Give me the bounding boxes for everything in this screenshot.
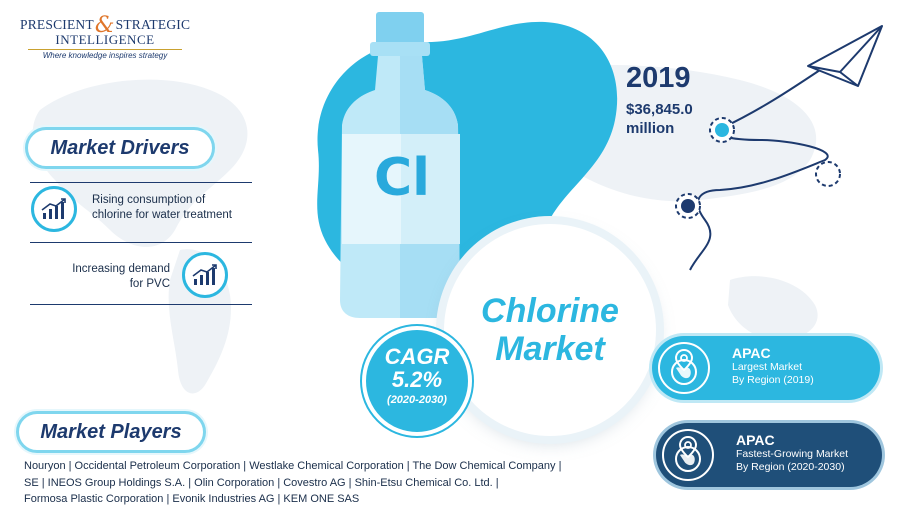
driver-item-1-line2: chlorine for water treatment — [92, 209, 232, 221]
market-size-year: 2019 — [626, 62, 691, 94]
driver-divider-top — [30, 182, 252, 183]
market-title: Chlorine Market — [450, 292, 650, 368]
region-card-largest-text: APAC Largest Market By Region (2019) — [732, 345, 814, 387]
company-logo: PRESCIENT&STRATEGIC INTELLIGENCE Where k… — [20, 10, 190, 60]
location-globe-icon — [658, 342, 710, 394]
market-players-heading: Market Players — [16, 411, 206, 453]
chlorine-symbol: Cl — [374, 148, 430, 208]
market-players-line-3: Formosa Plastic Corporation | Evonik Ind… — [24, 493, 360, 505]
market-drivers-label: Market Drivers — [50, 136, 190, 159]
market-title-line1: Chlorine — [481, 292, 619, 330]
region-card-largest-line1: Largest Market — [732, 361, 803, 373]
flight-path-line — [689, 69, 829, 271]
logo-word-intelligence: INTELLIGENCE — [55, 32, 155, 47]
region-card-largest: APAC Largest Market By Region (2019) — [652, 336, 880, 400]
driver-item-2-line2: for PVC — [129, 278, 170, 290]
market-size-amount: $36,845.0 — [626, 101, 693, 118]
location-globe-icon — [662, 429, 714, 481]
cagr-value: 5.2% — [391, 367, 443, 392]
logo-word-strategic: STRATEGIC — [115, 17, 191, 32]
path-marker-2 — [815, 161, 841, 187]
cagr-period: (2020-2030) — [387, 394, 447, 406]
market-size-unit: million — [626, 120, 675, 137]
driver-divider-bottom — [30, 304, 252, 305]
driver-item-1: Rising consumption of chlorine for water… — [92, 193, 232, 223]
region-card-fastest-title: APAC — [736, 432, 775, 448]
logo-word-prescient: PRESCIENT — [20, 17, 94, 32]
region-card-fastest-text: APAC Fastest-Growing Market By Region (2… — [736, 432, 848, 474]
driver-item-2: Increasing demand for PVC — [72, 262, 170, 292]
logo-ampersand: & — [94, 13, 115, 38]
paper-plane-icon — [807, 25, 883, 87]
driver-item-1-line1: Rising consumption of — [92, 194, 206, 206]
bottle-icon — [340, 12, 460, 318]
region-card-largest-title: APAC — [732, 345, 771, 361]
growth-chart-icon — [182, 252, 228, 298]
driver-divider-middle — [30, 242, 252, 243]
market-players-line-2: SE | INEOS Group Holdings S.A. | Olin Co… — [24, 476, 499, 489]
title-circle — [444, 224, 656, 436]
region-card-fastest: APAC Fastest-Growing Market By Region (2… — [656, 423, 882, 487]
region-card-fastest-line1: Fastest-Growing Market — [736, 448, 849, 460]
market-players-line-1: Nouryon | Occidental Petroleum Corporati… — [24, 460, 562, 472]
market-players-list: Nouryon | Occidental Petroleum Corporati… — [24, 458, 624, 508]
market-drivers-heading: Market Drivers — [25, 127, 215, 169]
market-title-line2: Market — [495, 330, 605, 368]
market-players-label: Market Players — [40, 420, 182, 443]
cagr-badge — [362, 326, 472, 436]
logo-divider — [28, 49, 182, 50]
cagr-label: CAGR — [384, 344, 450, 369]
region-card-fastest-line2: By Region (2020-2030) — [736, 461, 845, 473]
growth-chart-icon — [31, 186, 77, 232]
logo-tagline: Where knowledge inspires strategy — [42, 51, 168, 60]
market-size-value: $36,845.0 million — [626, 100, 693, 138]
driver-item-2-line1: Increasing demand — [72, 263, 170, 275]
region-card-largest-line2: By Region (2019) — [732, 374, 814, 386]
